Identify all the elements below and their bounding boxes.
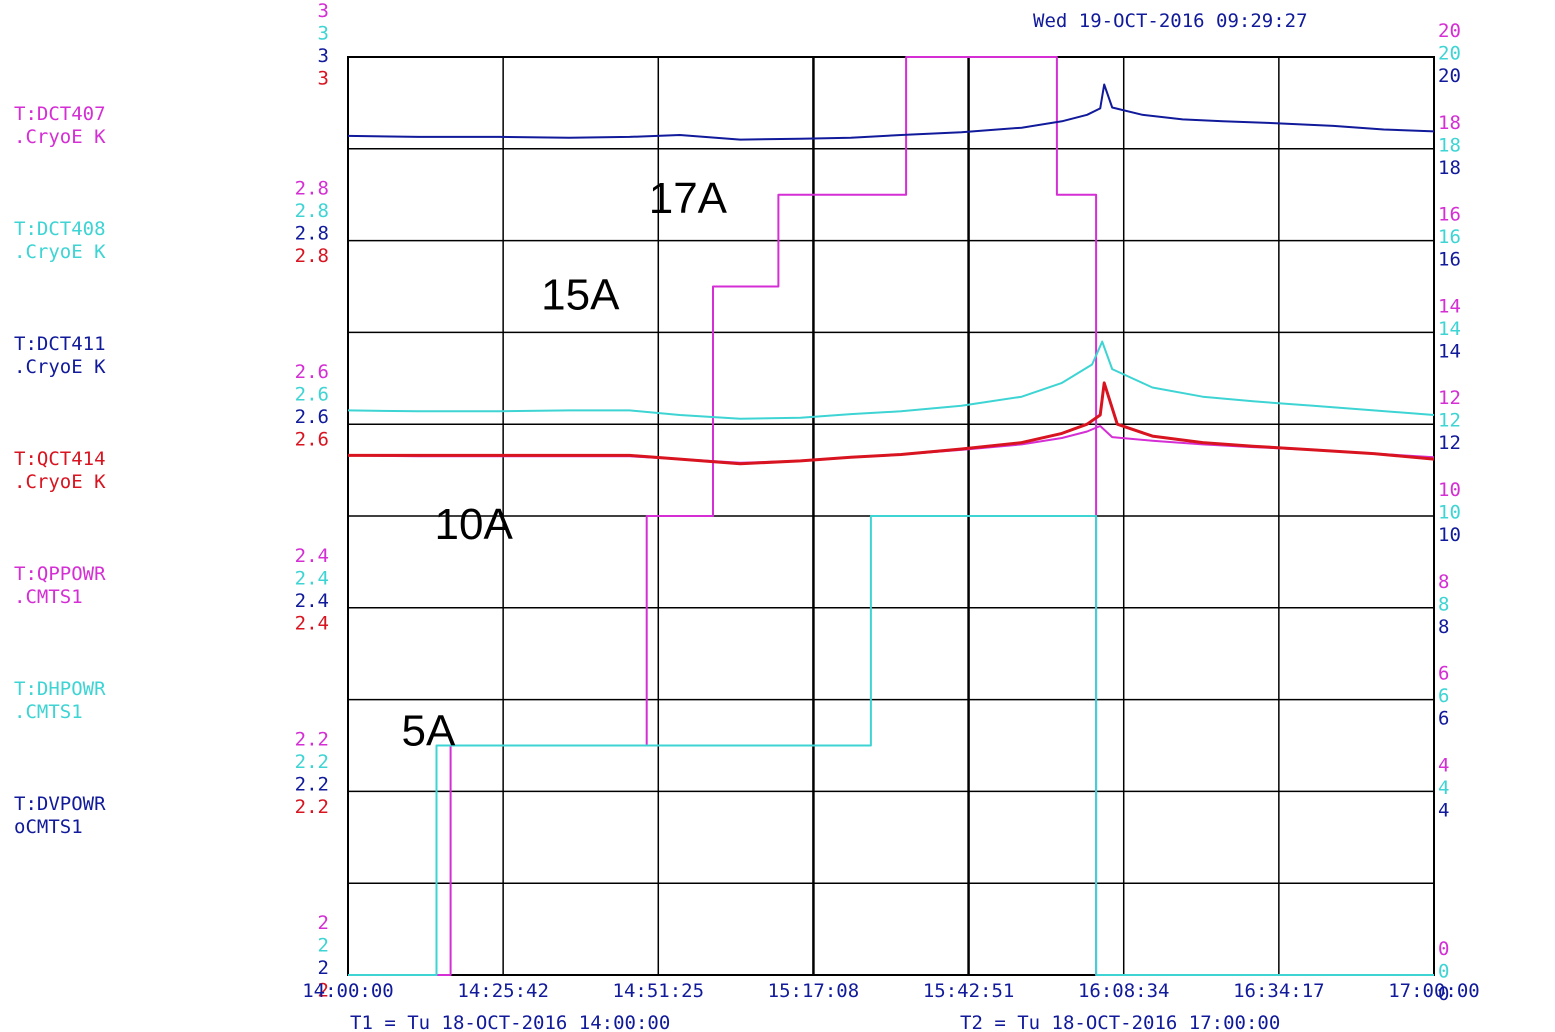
legend-label: T:DCT407 [14, 103, 106, 125]
right-tick-label: 0 [1438, 961, 1449, 983]
left-tick-label: 2.8 [295, 245, 329, 267]
right-tick-label: 0 [1438, 938, 1449, 960]
right-axis-labels: 2020201818181616161414141212121010108886… [1438, 20, 1461, 1005]
footer-t1: T1 = Tu 18-OCT-2016 14:00:00 [350, 1012, 670, 1032]
left-tick-label: 2 [318, 935, 329, 957]
left-tick-label: 2.8 [295, 178, 329, 200]
right-tick-label: 14 [1438, 340, 1461, 362]
left-tick-label: 2.4 [295, 545, 329, 567]
right-tick-label: 10 [1438, 524, 1461, 546]
right-tick-label: 12 [1438, 387, 1461, 409]
x-tick-label: 16:34:17 [1233, 980, 1325, 1002]
right-tick-label: 18 [1438, 157, 1461, 179]
right-tick-label: 16 [1438, 226, 1461, 248]
legend-unit: .CryoE K [14, 471, 106, 493]
left-tick-label: 2 [318, 980, 329, 1002]
x-tick-label: 14:25:42 [457, 980, 549, 1002]
legend-label: T:DVPOWR [14, 793, 106, 815]
legend-label: T:DCT411 [14, 333, 106, 355]
right-tick-label: 12 [1438, 432, 1461, 454]
x-tick-label: 14:00:00 [302, 980, 394, 1002]
annotation-10a: 10A [435, 500, 514, 549]
right-tick-label: 6 [1438, 663, 1449, 685]
x-tick-label: 16:08:34 [1078, 980, 1170, 1002]
left-tick-label: 2 [318, 957, 329, 979]
right-tick-label: 10 [1438, 502, 1461, 524]
right-tick-label: 6 [1438, 708, 1449, 730]
plot-grid [347, 56, 1435, 976]
x-tick-label: 14:51:25 [613, 980, 705, 1002]
right-tick-label: 4 [1438, 754, 1449, 776]
legend-label: T:QCT414 [14, 448, 106, 470]
annotation-layer: 20A17A15A10A5A [402, 174, 728, 756]
right-tick-label: 0 [1438, 983, 1449, 1005]
legend-label: T:QPPOWR [14, 563, 106, 585]
left-tick-label: 2.4 [295, 612, 329, 634]
series-tdct407 [347, 425, 1435, 464]
legend-unit: .CryoE K [14, 126, 106, 148]
right-tick-label: 20 [1438, 43, 1461, 65]
left-tick-label: 2.6 [295, 429, 329, 451]
left-tick-label: 2.6 [295, 406, 329, 428]
right-tick-label: 8 [1438, 616, 1449, 638]
right-tick-label: 18 [1438, 134, 1461, 156]
left-tick-label: 2.2 [295, 751, 329, 773]
header-timestamp: Wed 19-OCT-2016 09:29:27 [1033, 10, 1308, 32]
left-tick-label: 3 [318, 0, 329, 22]
legend-label: T:DCT408 [14, 218, 106, 240]
right-tick-label: 8 [1438, 593, 1449, 615]
series-tdct408 [347, 340, 1435, 420]
right-tick-label: 10 [1438, 479, 1461, 501]
legend-unit: .CryoE K [14, 241, 106, 263]
right-tick-label: 8 [1438, 571, 1449, 593]
x-tick-label: 17:00:00 [1388, 980, 1480, 1002]
right-tick-label: 18 [1438, 112, 1461, 134]
footer-t2: T2 = Tu 18-OCT-2016 17:00:00 [960, 1012, 1280, 1032]
series-layer [347, 56, 1435, 976]
left-tick-label: 3 [318, 45, 329, 67]
series-tdct411 [347, 83, 1435, 141]
right-tick-label: 4 [1438, 777, 1449, 799]
legend-label: T:DHPOWR [14, 678, 106, 700]
left-tick-label: 2.2 [295, 773, 329, 795]
left-tick-label: 2 [318, 912, 329, 934]
right-tick-label: 12 [1438, 410, 1461, 432]
left-tick-label: 2.8 [295, 200, 329, 222]
right-tick-label: 16 [1438, 204, 1461, 226]
left-tick-label: 2.6 [295, 384, 329, 406]
left-tick-label: 2.2 [295, 728, 329, 750]
right-tick-label: 4 [1438, 799, 1449, 821]
annotation-5a: 5A [402, 707, 456, 756]
x-tick-label: 15:17:08 [768, 980, 860, 1002]
left-tick-label: 2.6 [295, 361, 329, 383]
legend-unit: .CryoE K [14, 356, 106, 378]
x-axis-labels: 14:00:00 14:25:42 14:51:25 15:17:08 15:42:51… [302, 980, 1480, 1002]
left-tick-label: 2.4 [295, 567, 329, 589]
left-axis-labels: 33332.82.82.82.82.62.62.62.62.42.42.42.4… [295, 0, 329, 1002]
series-tqct414 [348, 381, 1435, 466]
annotation-15a: 15A [541, 270, 620, 319]
right-tick-label: 14 [1438, 318, 1461, 340]
series-tdhpowr [348, 515, 1434, 976]
left-tick-label: 3 [318, 23, 329, 45]
legend: T:DCT407.CryoE KT:DCT408.CryoE KT:DCT411… [14, 103, 106, 838]
legend-unit: oCMTS1 [14, 816, 83, 838]
left-tick-label: 2.4 [295, 590, 329, 612]
annotation-17a: 17A [649, 174, 728, 223]
legend-unit: .CMTS1 [14, 701, 83, 723]
left-tick-label: 3 [318, 68, 329, 90]
left-tick-label: 2.8 [295, 223, 329, 245]
right-tick-label: 6 [1438, 685, 1449, 707]
right-tick-label: 14 [1438, 295, 1461, 317]
left-tick-label: 2.2 [295, 796, 329, 818]
x-tick-label: 15:42:51 [923, 980, 1015, 1002]
right-tick-label: 20 [1438, 20, 1461, 42]
right-tick-label: 20 [1438, 65, 1461, 87]
legend-unit: .CMTS1 [14, 586, 83, 608]
right-tick-label: 16 [1438, 249, 1461, 271]
